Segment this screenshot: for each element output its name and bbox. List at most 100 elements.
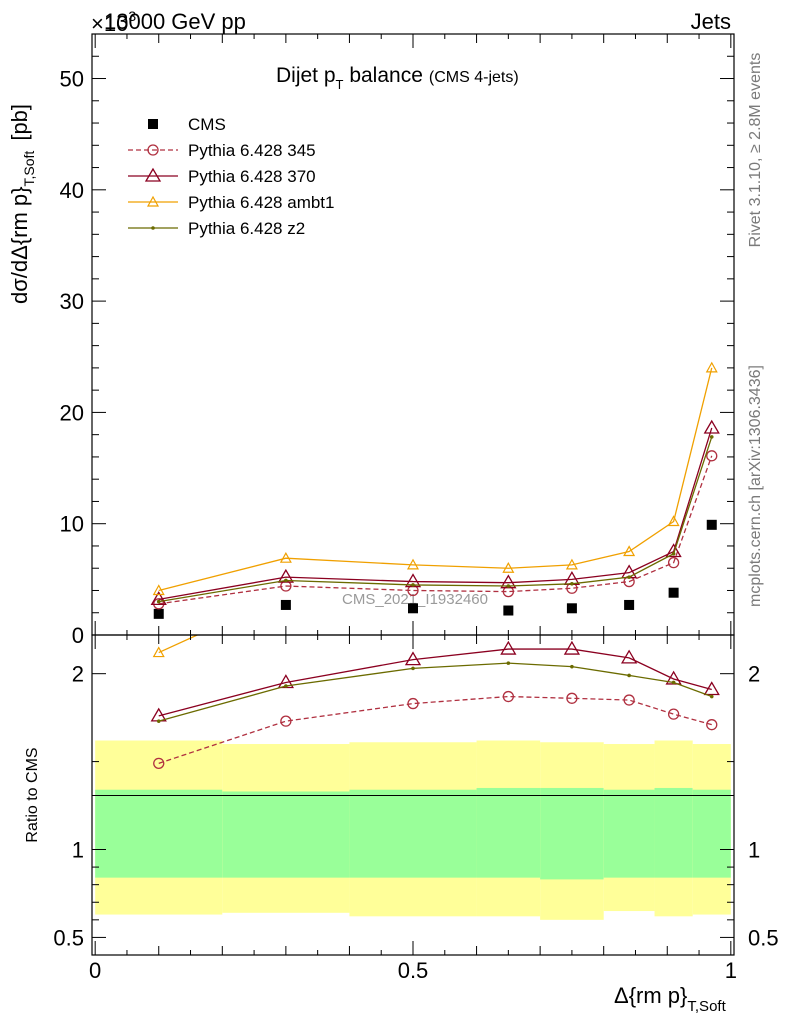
ratio-ytick-label: 2 <box>72 662 84 687</box>
xtick-label: 0.5 <box>398 958 429 983</box>
stat-uncertainty-band <box>603 789 655 878</box>
series-cms <box>153 519 717 619</box>
data-point-pythia-6-428-ambt1 <box>707 614 717 623</box>
series-pythia-6-428-z2 <box>156 661 714 723</box>
data-point-pythia-6-428-ambt1 <box>502 561 515 573</box>
header-left: 13000 GeV pp <box>104 9 246 34</box>
data-point-pythia-6-428-370 <box>665 543 682 558</box>
data-point-pythia-6-428-345 <box>623 694 635 706</box>
data-point-pythia-6-428-z2 <box>284 578 288 583</box>
data-point-pythia-6-428-z2 <box>506 584 511 588</box>
legend-marker <box>151 226 155 230</box>
data-point-pythia-6-428-345 <box>706 450 718 462</box>
data-point-pythia-6-428-z2 <box>506 661 511 665</box>
data-point-pythia-6-428-345 <box>706 719 718 731</box>
main-ylabel: dσ/dΔ{rm p}T,Soft[pb] <box>7 104 37 304</box>
data-point-pythia-6-428-345 <box>667 557 680 569</box>
main-ytick-label: 10 <box>60 512 84 537</box>
stat-uncertainty-band <box>540 787 604 880</box>
stat-uncertainty-band <box>95 789 223 878</box>
main-ytick-label: 20 <box>60 400 84 425</box>
legend-label: Pythia 6.428 z2 <box>188 219 305 238</box>
legend-marker <box>147 144 159 156</box>
data-point-pythia-6-428-z2 <box>411 583 415 587</box>
data-point-pythia-6-428-z2 <box>156 599 161 604</box>
data-point-pythia-6-428-z2 <box>627 575 631 579</box>
ratio-ytick-label: 1 <box>72 838 84 863</box>
data-point-pythia-6-428-z2 <box>570 582 574 586</box>
ratio-ytick-label: 0.5 <box>53 925 84 950</box>
data-point-cms <box>566 603 577 614</box>
series-line-pythia-6-428-ambt1 <box>158 367 713 592</box>
legend-item-pythia-6-428-370: Pythia 6.428 370 <box>128 167 316 186</box>
data-point-pythia-6-428-345 <box>407 697 419 710</box>
series-line-pythia-6-428-z2 <box>158 436 713 603</box>
data-point-pythia-6-428-ambt1 <box>152 646 165 658</box>
ratio-ytick-label-right: 2 <box>748 662 760 687</box>
legend-marker <box>144 167 162 182</box>
legend-label: Pythia 6.428 ambt1 <box>188 193 334 212</box>
data-point-cms <box>624 599 635 610</box>
data-point-pythia-6-428-ambt1 <box>667 515 680 527</box>
mcplots-label: mcplots.cern.ch [arXiv:1306.3436] <box>747 365 764 607</box>
series-line-pythia-6-428-370 <box>158 648 712 717</box>
watermark: CMS_2021_I1932460 <box>342 591 488 608</box>
data-point-pythia-6-428-ambt1 <box>705 361 718 373</box>
data-point-pythia-6-428-370 <box>563 640 581 655</box>
ratio-ytick-label-right: 0.5 <box>748 925 779 950</box>
series-line-pythia-6-428-345 <box>158 455 713 605</box>
legend-item-pythia-6-428-345: Pythia 6.428 345 <box>128 141 316 160</box>
stat-uncertainty-band <box>349 789 477 878</box>
ratio-series-group <box>150 598 720 770</box>
data-point-pythia-6-428-345 <box>667 708 680 720</box>
data-point-pythia-6-428-ambt1 <box>565 558 578 570</box>
series-pythia-6-428-345 <box>153 690 718 770</box>
rivet-label: Rivet 3.1.10, ≥ 2.8M events <box>747 53 764 248</box>
data-point-pythia-6-428-370 <box>404 651 422 666</box>
data-point-pythia-6-428-z2 <box>411 666 415 671</box>
series-pythia-6-428-370 <box>150 640 720 722</box>
data-point-pythia-6-428-370 <box>150 591 167 606</box>
data-point-pythia-6-428-z2 <box>570 664 574 669</box>
data-point-pythia-6-428-ambt1 <box>279 551 292 563</box>
data-point-cms <box>668 587 679 598</box>
legend-marker <box>146 195 160 207</box>
stat-uncertainty-band <box>476 787 541 878</box>
stat-uncertainty-band <box>692 789 731 878</box>
ratio-ytick-label-right: 1 <box>748 838 760 863</box>
data-point-pythia-6-428-370 <box>703 419 720 434</box>
main-series-group <box>150 361 720 619</box>
series-line-pythia-6-428-370 <box>158 427 713 601</box>
data-point-pythia-6-428-z2 <box>671 680 676 685</box>
data-point-cms <box>408 603 418 614</box>
series-pythia-6-428-z2 <box>156 435 714 604</box>
legend-item-cms: CMS <box>148 115 226 134</box>
data-point-cms <box>706 519 717 530</box>
series-pythia-6-428-370 <box>150 419 720 606</box>
legend-label: Pythia 6.428 370 <box>188 167 316 186</box>
data-point-pythia-6-428-z2 <box>709 435 714 439</box>
main-ytick-label: 30 <box>60 289 84 314</box>
data-point-pythia-6-428-ambt1 <box>669 598 679 607</box>
main-ytick-label: 50 <box>60 67 84 92</box>
data-point-pythia-6-428-ambt1 <box>152 584 165 596</box>
exponent-label: ×103 <box>91 8 136 36</box>
main-ytick-label: 40 <box>60 178 84 203</box>
main-ytick-label: 0 <box>72 623 84 648</box>
data-point-pythia-6-428-ambt1 <box>623 545 636 557</box>
legend-label: CMS <box>188 115 226 134</box>
legend: CMS Pythia 6.428 345 Pythia 6.428 370 Pythi… <box>128 115 334 238</box>
data-point-pythia-6-428-345 <box>502 690 514 703</box>
legend-label: Pythia 6.428 345 <box>188 141 316 160</box>
data-point-pythia-6-428-345 <box>153 757 165 770</box>
stat-uncertainty-band <box>654 787 693 878</box>
data-point-pythia-6-428-ambt1 <box>406 558 420 570</box>
xtick-label: 1 <box>725 958 737 983</box>
data-point-cms <box>503 605 514 616</box>
data-point-pythia-6-428-z2 <box>709 694 714 699</box>
series-line-pythia-6-428-z2 <box>158 662 712 722</box>
data-point-pythia-6-428-z2 <box>627 673 631 678</box>
data-point-pythia-6-428-370 <box>500 640 517 655</box>
ratio-uncertainty-bands <box>95 740 731 920</box>
